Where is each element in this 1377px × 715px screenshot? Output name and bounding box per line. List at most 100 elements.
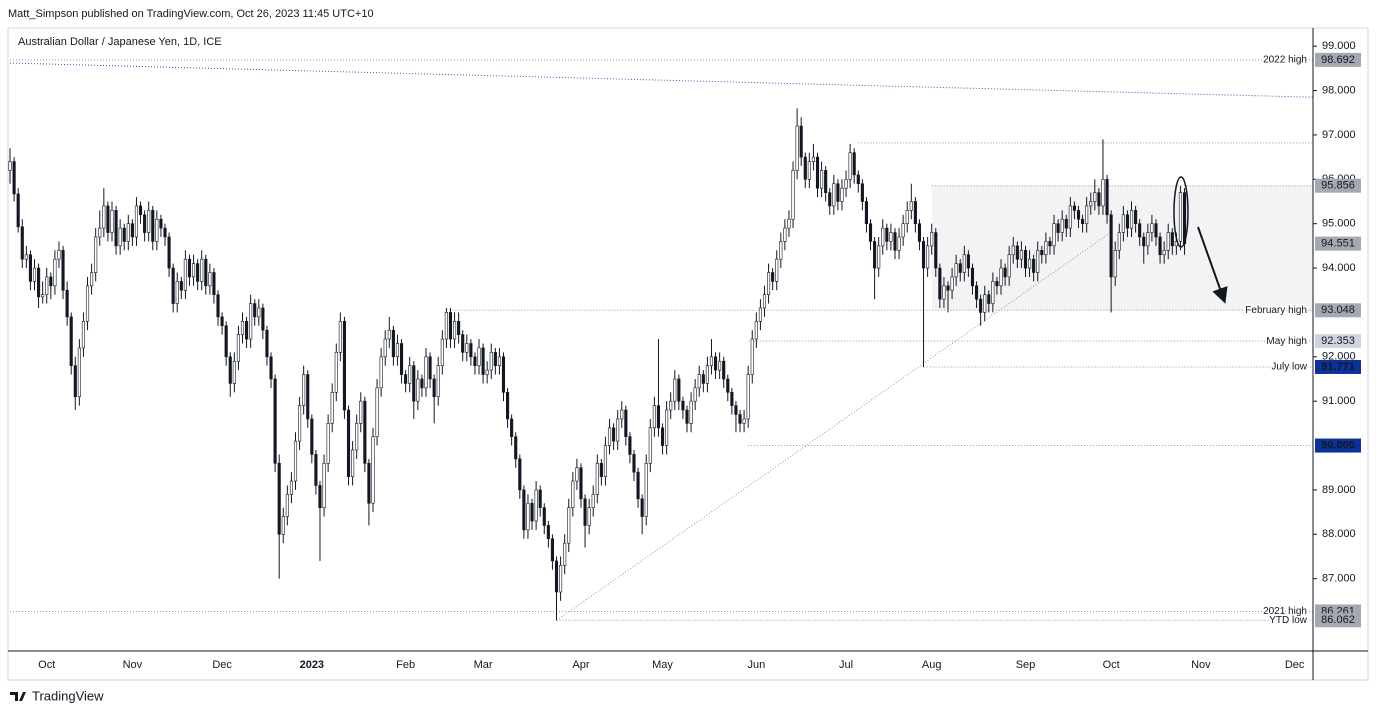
candle-body <box>444 312 448 340</box>
candle-body <box>1028 258 1032 269</box>
candle-body <box>750 338 754 375</box>
candle-body <box>461 334 465 353</box>
candle-body <box>909 201 913 211</box>
candle-body <box>746 374 750 420</box>
candle-body <box>1125 214 1130 229</box>
candle-body <box>49 276 53 287</box>
highlight-ellipse <box>1173 176 1189 248</box>
candle-body <box>391 329 395 358</box>
candle-body <box>501 356 506 393</box>
candle-body <box>355 423 359 451</box>
candle-body <box>979 298 983 313</box>
candle-body <box>897 236 901 251</box>
candle-body <box>1052 223 1056 247</box>
candle-body <box>1011 245 1015 256</box>
candle-body <box>966 254 970 269</box>
candle-body <box>342 321 347 411</box>
candle-body <box>754 321 758 340</box>
level-label: February high <box>1245 305 1307 316</box>
candle-body <box>469 343 473 358</box>
candle-body <box>595 463 599 495</box>
candle-body <box>293 440 298 482</box>
candle-body <box>408 365 412 384</box>
x-tick-label: Dec <box>1285 659 1305 671</box>
direction-arrow <box>1197 226 1228 304</box>
candle-body <box>334 352 338 393</box>
candle-body <box>868 223 873 242</box>
candle-body <box>718 360 722 371</box>
level-badge-label: 93.048 <box>1321 304 1355 316</box>
candle-body <box>481 347 485 375</box>
candle-body <box>1081 218 1085 224</box>
candle-body <box>828 192 832 207</box>
candle-body <box>318 485 322 508</box>
candle-body <box>457 321 461 335</box>
chart-frame <box>7 27 1369 681</box>
candle-body <box>722 360 726 380</box>
level-badge-label: 90.000 <box>1321 439 1355 451</box>
candle-body <box>758 307 762 322</box>
candle-body <box>204 258 208 287</box>
candle-body <box>110 210 114 233</box>
x-tick-label: Sep <box>1016 659 1036 671</box>
y-tick-label: 94.000 <box>1322 262 1356 274</box>
candle-body <box>440 338 444 366</box>
candle-body <box>893 232 897 251</box>
candle-body <box>905 210 909 224</box>
candle-body <box>497 356 501 366</box>
candle-body <box>191 263 196 278</box>
candle-body <box>257 307 261 318</box>
candle-body <box>958 263 962 273</box>
candle-body <box>832 183 836 207</box>
candle-body <box>310 418 314 455</box>
candle-body <box>1056 223 1060 233</box>
candle-body <box>624 409 628 437</box>
candle-body <box>1044 241 1048 256</box>
candle-body <box>563 542 567 566</box>
candle-body <box>8 161 12 171</box>
candle-body <box>208 272 212 287</box>
candle-body <box>1019 250 1023 260</box>
candle-body <box>803 156 807 180</box>
candle-body <box>962 254 966 273</box>
candle-body <box>856 174 860 185</box>
candle-body <box>302 374 306 406</box>
candle-body <box>448 312 453 340</box>
candle-body <box>351 449 355 477</box>
x-tick-label: Oct <box>38 659 55 671</box>
level-label: July low <box>1271 362 1307 373</box>
candle-body <box>98 227 102 238</box>
byline: Matt_Simpson published on TradingView.co… <box>8 8 374 20</box>
candle-body <box>636 471 640 500</box>
candle-body <box>665 409 669 446</box>
candle-body <box>24 254 28 260</box>
candle-body <box>713 356 718 371</box>
candle-body <box>824 170 828 193</box>
level-badge <box>1315 52 1361 67</box>
level-badge-label: 86.062 <box>1321 614 1355 626</box>
candle-body <box>1138 223 1142 238</box>
x-tick-label: Feb <box>396 659 415 671</box>
candle-body <box>196 263 200 282</box>
candle-body <box>322 463 326 508</box>
candle-body <box>90 272 94 287</box>
candle-body <box>143 214 147 233</box>
candle-body <box>1170 232 1174 247</box>
candle-body <box>1015 245 1019 260</box>
candle-body <box>281 516 285 535</box>
range-zone <box>931 185 1313 311</box>
y-tick-label: 99.000 <box>1322 40 1356 52</box>
candle-body <box>412 365 416 402</box>
candle-body <box>836 183 840 202</box>
candle-body <box>673 378 677 402</box>
price-badge <box>1315 236 1361 251</box>
candle-body <box>1117 232 1121 251</box>
candle-body <box>1076 210 1081 220</box>
brand-logo: TradingView <box>10 688 104 703</box>
candle-body <box>269 356 273 380</box>
candle-body <box>179 281 183 291</box>
candle-body <box>510 418 514 437</box>
trendline <box>556 231 1112 621</box>
candle-body <box>126 223 130 242</box>
candle-body <box>1032 258 1036 273</box>
